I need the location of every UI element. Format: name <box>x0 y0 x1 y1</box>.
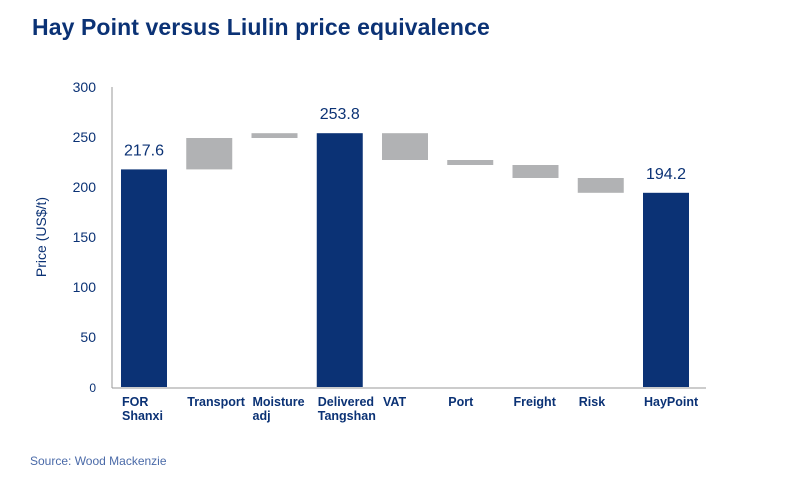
x-category-label: Freight <box>514 395 557 409</box>
x-category-label: Moisture <box>253 395 305 409</box>
x-category-label: HayPoint <box>644 395 699 409</box>
bar-delivered-tangshan <box>316 133 363 387</box>
value-label: 253.8 <box>320 106 360 123</box>
y-axis-title: Price (US$/t) <box>33 197 49 277</box>
x-category-label: FOR <box>122 395 148 409</box>
y-tick-label: 150 <box>73 229 97 245</box>
bar-port <box>447 160 494 165</box>
bar-risk <box>577 178 624 193</box>
bar-transport <box>186 138 233 170</box>
bar-moisture-adj <box>251 133 298 138</box>
y-tick-label: 300 <box>73 79 97 95</box>
y-axis: 0 50 100 150 200 250 300 <box>73 79 97 395</box>
value-label: 217.6 <box>124 142 164 159</box>
bar-for-shanxi <box>121 169 167 387</box>
y-tick-label: 200 <box>73 179 97 195</box>
y-tick-label: 250 <box>73 129 97 145</box>
bar-freight <box>512 165 559 178</box>
chart-title: Hay Point versus Liulin price equivalenc… <box>32 14 490 40</box>
bars: 217.6 253.8 194.2 <box>121 106 689 387</box>
bar-hay-point <box>643 192 689 387</box>
x-category-label: Shanxi <box>122 409 163 423</box>
x-category-label: Risk <box>579 395 605 409</box>
x-category-label: Transport <box>187 395 245 409</box>
bar-vat <box>382 133 428 160</box>
source-note: Source: Wood Mackenzie <box>30 454 167 468</box>
value-label: 194.2 <box>646 166 686 183</box>
x-category-label: VAT <box>383 395 407 409</box>
x-category-label: Port <box>448 395 474 409</box>
y-tick-label: 50 <box>80 329 96 345</box>
x-category-label: adj <box>253 409 271 423</box>
y-tick-label: 0 <box>89 381 96 395</box>
x-category-label: Tangshan <box>318 409 376 423</box>
y-tick-label: 100 <box>73 279 97 295</box>
x-category-label: Delivered <box>318 395 374 409</box>
